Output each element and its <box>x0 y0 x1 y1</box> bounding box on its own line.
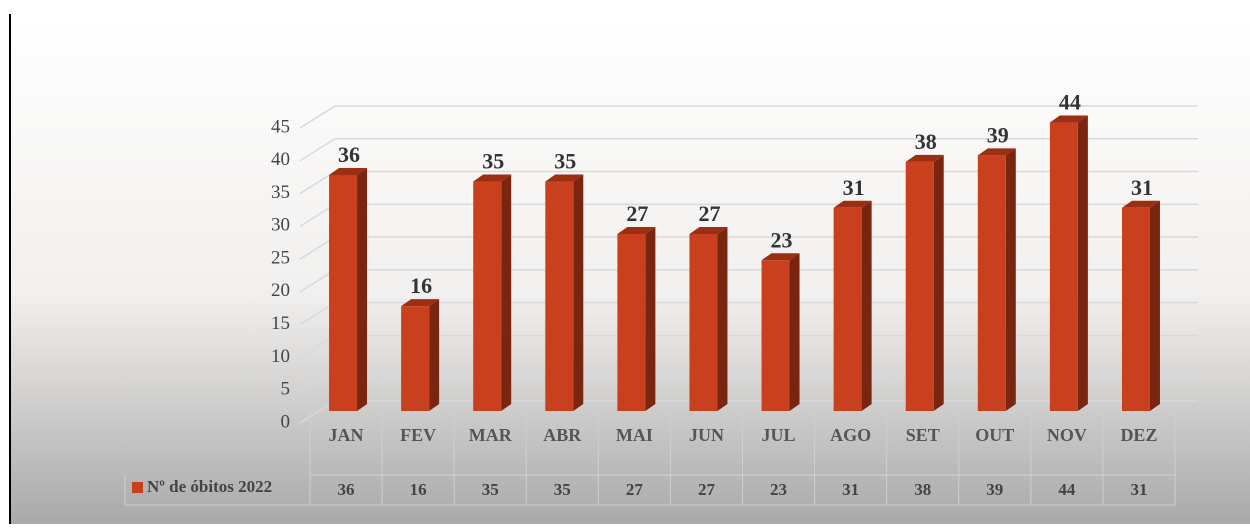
x-tick-label: JAN <box>329 425 364 445</box>
bar-top <box>977 148 1016 156</box>
bar <box>761 260 790 411</box>
bar <box>689 234 718 411</box>
table-value: 39 <box>986 480 1003 499</box>
data-label: 36 <box>338 142 360 167</box>
data-label: 44 <box>1059 90 1081 115</box>
x-tick-label: MAI <box>616 425 653 445</box>
y-tick-label: 20 <box>271 280 290 301</box>
table-value: 27 <box>626 480 644 499</box>
table-value: 44 <box>1058 480 1076 499</box>
bar-side <box>429 299 440 411</box>
data-label: 38 <box>915 129 937 154</box>
y-tick-label: 5 <box>281 379 291 400</box>
bar-side <box>717 227 728 411</box>
table-value: 16 <box>410 480 427 499</box>
bar-side <box>573 174 584 411</box>
data-label: 31 <box>1131 175 1153 200</box>
x-tick-label: JUL <box>762 425 796 445</box>
bar-top <box>473 174 512 182</box>
bar-side <box>357 168 368 411</box>
x-tick-label: ABR <box>543 425 582 445</box>
bar <box>1121 207 1150 411</box>
grid-line <box>299 105 1198 129</box>
bar-top <box>905 154 944 162</box>
bar-side <box>933 154 944 411</box>
bar-side <box>1077 115 1088 412</box>
table-value: 23 <box>770 480 787 499</box>
bar-top <box>329 168 368 175</box>
bar <box>617 234 646 411</box>
x-tick-label: AGO <box>830 425 871 445</box>
bar-side <box>789 253 800 411</box>
bar-side <box>645 227 656 411</box>
data-label: 35 <box>554 149 576 174</box>
bar-top <box>617 227 656 234</box>
bar-top <box>401 299 440 307</box>
bar <box>545 181 574 411</box>
bar-top <box>689 227 728 234</box>
bar-side <box>1149 200 1160 411</box>
data-label: 27 <box>698 201 720 226</box>
y-tick-label: 0 <box>281 411 291 432</box>
data-label: 16 <box>410 273 432 298</box>
y-tick-label: 45 <box>271 116 290 137</box>
data-label: 35 <box>482 149 504 174</box>
x-tick-label: FEV <box>400 425 436 445</box>
data-label: 39 <box>987 122 1009 147</box>
bar-side <box>1005 148 1016 412</box>
bar-top <box>1049 115 1088 123</box>
y-tick-label: 35 <box>271 182 290 203</box>
bar <box>329 175 358 411</box>
bar <box>1049 122 1078 412</box>
data-label: 23 <box>771 227 793 252</box>
table-value: 27 <box>698 480 716 499</box>
x-tick-label: NOV <box>1047 425 1087 445</box>
x-tick-label: DEZ <box>1120 425 1157 445</box>
bar-top <box>833 200 872 208</box>
y-tick-label: 25 <box>271 247 290 268</box>
y-tick-label: 30 <box>271 215 290 236</box>
bar <box>401 306 430 411</box>
bar <box>905 161 934 411</box>
table-value: 35 <box>482 480 499 499</box>
y-tick-label: 15 <box>271 313 290 334</box>
x-tick-label: SET <box>906 425 940 445</box>
bar <box>833 207 862 411</box>
table-value: 36 <box>338 480 355 499</box>
bar-top <box>761 253 800 261</box>
legend-swatch <box>132 482 143 493</box>
y-tick-label: 10 <box>271 346 290 367</box>
grid-line <box>299 138 1198 162</box>
data-label: 31 <box>843 175 865 200</box>
table-value: 31 <box>842 480 859 499</box>
bar-top <box>545 174 584 182</box>
x-tick-label: OUT <box>975 425 1014 445</box>
x-tick-label: MAR <box>469 425 513 445</box>
legend-label: Nº de óbitos 2022 <box>147 477 272 496</box>
x-tick-label: JUN <box>689 425 724 445</box>
table-value: 35 <box>554 480 571 499</box>
table-value: 31 <box>1130 480 1147 499</box>
bar <box>977 155 1006 411</box>
bar-side <box>501 174 512 411</box>
table-value: 38 <box>914 480 931 499</box>
y-tick-label: 40 <box>271 149 290 170</box>
bar-side <box>861 200 872 411</box>
bar <box>473 181 502 411</box>
data-label: 27 <box>626 201 648 226</box>
bar-top <box>1121 200 1160 208</box>
